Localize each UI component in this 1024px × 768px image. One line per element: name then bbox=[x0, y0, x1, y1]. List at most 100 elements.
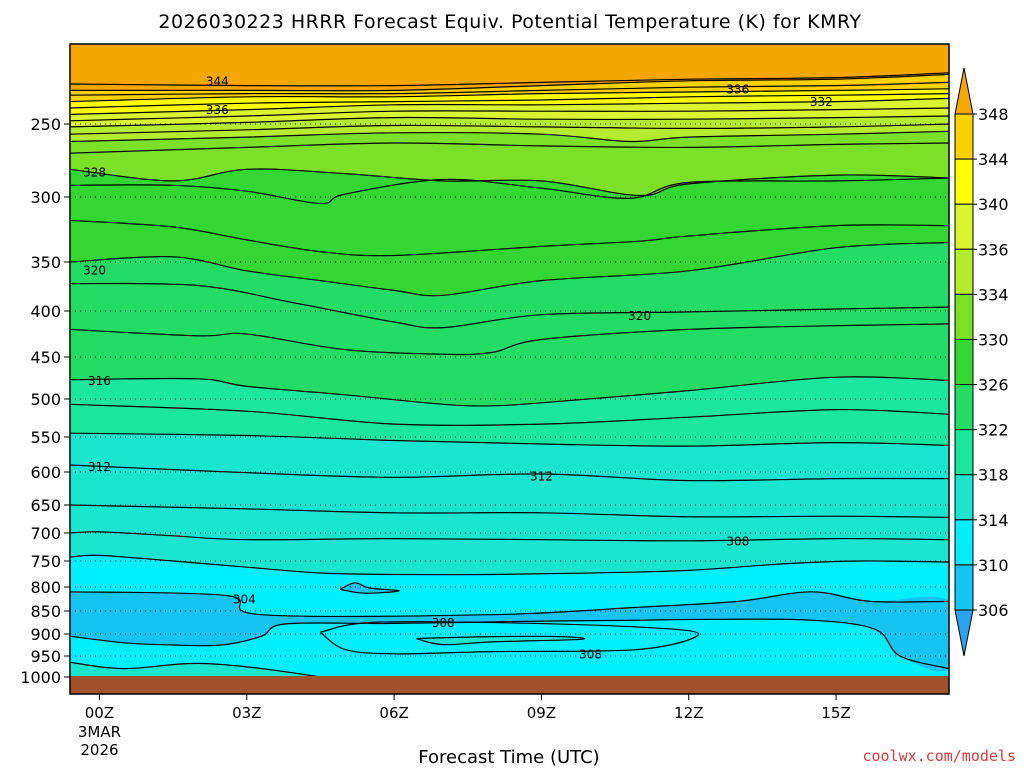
colorbar: 348 344 340 336 334 330 326 322 318 314 310 306 bbox=[954, 67, 1009, 657]
y-tick-label: 300 bbox=[30, 188, 61, 207]
colorbar-top-cap bbox=[954, 67, 974, 115]
colorbar-segment bbox=[954, 248, 974, 295]
y-tick-label: 550 bbox=[30, 428, 61, 447]
colorbar-segment bbox=[954, 474, 974, 521]
colorbar-segment bbox=[954, 203, 974, 250]
colorbar-label: 336 bbox=[978, 240, 1009, 259]
contour-line bbox=[70, 97, 949, 115]
x-tick-label: 09Z bbox=[527, 704, 556, 722]
contour-line bbox=[70, 554, 949, 576]
colorbar-label: 344 bbox=[978, 150, 1009, 169]
colorbar-segment bbox=[954, 158, 974, 205]
contour-line bbox=[70, 93, 949, 109]
contour-line bbox=[339, 582, 400, 594]
colorbar-segment bbox=[954, 293, 974, 340]
contour-line bbox=[70, 115, 949, 128]
y-tick-label: 350 bbox=[30, 253, 61, 272]
contour-line bbox=[70, 323, 949, 356]
colorbar-label: 330 bbox=[978, 330, 1009, 349]
contour-line bbox=[70, 403, 949, 426]
contour-label: 320 bbox=[83, 263, 106, 277]
y-tick-label: 400 bbox=[30, 302, 61, 321]
x-tick-label: 03Z bbox=[232, 704, 261, 722]
colorbar-segment bbox=[954, 384, 974, 431]
contour-label: 308 bbox=[432, 616, 455, 630]
x-tick-label: 12Z bbox=[674, 704, 703, 722]
contour-line bbox=[416, 635, 586, 646]
y-tick-label: 500 bbox=[30, 390, 61, 409]
y-tick-label: 250 bbox=[30, 115, 61, 134]
y-tick-label: 1000 bbox=[20, 668, 61, 687]
contour-line bbox=[70, 282, 949, 329]
colorbar-label: 334 bbox=[978, 285, 1009, 304]
credit-text[interactable]: coolwx.com/models bbox=[862, 747, 1016, 765]
filled-contour-bands bbox=[70, 44, 949, 694]
x-axis-title: Forecast Time (UTC) bbox=[418, 747, 599, 768]
x-tick-label: 06Z bbox=[379, 704, 408, 722]
contour-label: 344 bbox=[206, 74, 229, 88]
colorbar-segment bbox=[954, 519, 974, 566]
y-tick-label: 750 bbox=[30, 552, 61, 571]
ground-surface bbox=[70, 676, 949, 694]
contour-line bbox=[70, 130, 949, 143]
contour-line bbox=[70, 432, 949, 447]
contour-labels: 344 336 332 336 328 320 320 316 312 312 308 304 308 3… bbox=[83, 74, 833, 661]
contour-label: 308 bbox=[579, 647, 602, 661]
contour-label: 316 bbox=[88, 374, 111, 388]
contour-label: 336 bbox=[206, 103, 229, 117]
chart-title: 2026030223 HRRR Forecast Equiv. Potentia… bbox=[158, 11, 861, 33]
colorbar-segment bbox=[954, 338, 974, 386]
colorbar-label: 340 bbox=[978, 195, 1009, 214]
contour-label: 312 bbox=[88, 460, 111, 474]
colorbar-segment bbox=[954, 113, 974, 160]
plot-area: 344 336 332 336 328 320 320 316 312 312 308 304 308 3… bbox=[70, 44, 949, 694]
colorbar-segment bbox=[954, 564, 974, 611]
y-tick-label: 950 bbox=[30, 647, 61, 666]
contour-label: 308 bbox=[726, 534, 749, 548]
contour-label: 328 bbox=[83, 166, 106, 180]
y-axis: 250 300 350 400 450 500 550 600 650 700 750 800 850 9… bbox=[20, 115, 70, 687]
contour-label: 312 bbox=[530, 469, 553, 483]
contour-line bbox=[70, 107, 949, 122]
contour-line bbox=[70, 81, 949, 96]
y-tick-label: 700 bbox=[30, 524, 61, 543]
contour-line bbox=[70, 591, 949, 618]
contour-line bbox=[70, 531, 949, 542]
contour-label: 332 bbox=[810, 95, 833, 109]
contour-line bbox=[70, 241, 949, 297]
x-tick-label: 15Z bbox=[821, 704, 850, 722]
colorbar-label: 322 bbox=[978, 421, 1009, 440]
colorbar-label: 310 bbox=[978, 556, 1009, 575]
contour-label: 304 bbox=[233, 593, 256, 607]
contour-line bbox=[70, 219, 949, 257]
y-tick-label: 600 bbox=[30, 463, 61, 482]
x-tick-date-label: 3MAR bbox=[78, 723, 121, 741]
colorbar-label: 348 bbox=[978, 105, 1009, 124]
band-pocket-warm bbox=[416, 636, 585, 645]
contour-line bbox=[320, 620, 700, 655]
contour-line bbox=[70, 376, 949, 407]
contour-label: 320 bbox=[628, 309, 651, 323]
plot-frame bbox=[69, 43, 950, 695]
contour-label: 336 bbox=[726, 82, 749, 96]
contour-line bbox=[70, 142, 949, 154]
colorbar-segment bbox=[954, 429, 974, 476]
contour-line bbox=[70, 72, 949, 87]
colorbar-label: 306 bbox=[978, 601, 1009, 620]
contour-line bbox=[70, 73, 949, 92]
band-306 bbox=[70, 591, 949, 672]
colorbar-bottom-cap bbox=[954, 609, 974, 657]
contour-line bbox=[70, 504, 949, 518]
x-tick-label: 00Z bbox=[85, 704, 114, 722]
colorbar-label: 326 bbox=[978, 376, 1009, 395]
colorbar-label: 318 bbox=[978, 466, 1009, 485]
contour-line bbox=[70, 168, 949, 197]
y-tick-label: 800 bbox=[30, 578, 61, 597]
y-tick-label: 650 bbox=[30, 496, 61, 515]
contour-line bbox=[70, 464, 949, 482]
y-tick-label: 850 bbox=[30, 602, 61, 621]
contour-line bbox=[70, 123, 949, 135]
y-tick-label: 450 bbox=[30, 348, 61, 367]
